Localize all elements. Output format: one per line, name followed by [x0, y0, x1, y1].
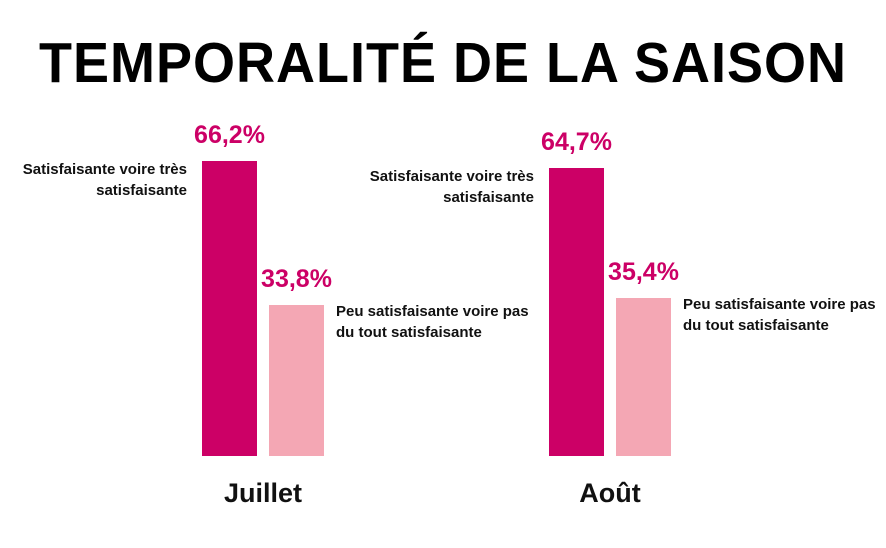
value-label: 64,7%	[541, 127, 612, 156]
bar	[616, 298, 671, 456]
bar	[269, 305, 324, 456]
value-label: 33,8%	[261, 265, 332, 294]
series-label: Peu satisfaisante voire pas du tout sati…	[683, 296, 876, 335]
series-label: Satisfaisante voire très satisfaisante	[22, 161, 187, 199]
bar	[202, 161, 257, 456]
bar	[549, 167, 604, 456]
value-label: 35,4%	[608, 258, 679, 287]
series-label: Satisfaisante voire très satisfaisante	[369, 167, 534, 206]
chart-title: TEMPORALITÉ DE LA SAISON	[38, 31, 848, 95]
value-label: 66,2%	[194, 121, 265, 149]
series-label: Peu satisfaisante voire pas du tout sati…	[336, 303, 529, 342]
category-label: Juillet	[223, 478, 303, 508]
category-label: Août	[579, 478, 641, 508]
